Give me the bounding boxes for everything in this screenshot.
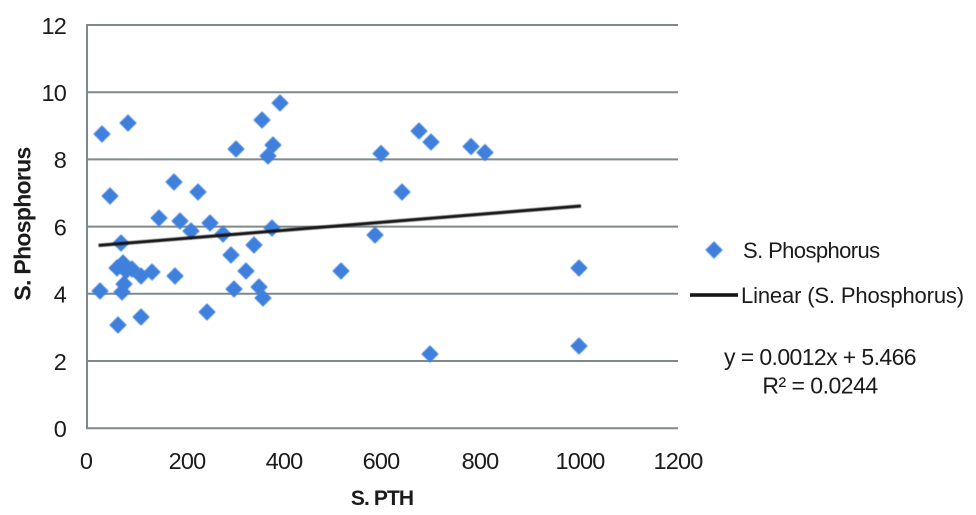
svg-text:1000: 1000 [555,448,605,474]
svg-text:y = 0.0012x + 5.466: y = 0.0012x + 5.466 [724,344,916,370]
svg-text:400: 400 [266,448,304,474]
svg-text:2: 2 [54,349,66,375]
svg-text:600: 600 [363,448,401,474]
svg-text:6: 6 [54,215,67,241]
svg-text:S. Phosphorus: S. Phosphorus [10,147,36,300]
svg-text:12: 12 [41,13,66,39]
svg-text:S. PTH: S. PTH [351,487,413,510]
svg-text:0: 0 [54,416,67,442]
svg-text:10: 10 [41,80,66,106]
svg-text:4: 4 [54,282,67,308]
svg-text:8: 8 [54,147,67,173]
svg-text:800: 800 [462,448,500,474]
svg-text:1200: 1200 [653,448,703,474]
svg-text:Linear (S. Phosphorus): Linear (S. Phosphorus) [741,283,964,308]
svg-text:S. Phosphorus: S. Phosphorus [743,238,880,263]
svg-text:200: 200 [169,448,207,474]
svg-text:R² = 0.0244: R² = 0.0244 [762,373,878,399]
svg-text:0: 0 [80,448,93,474]
